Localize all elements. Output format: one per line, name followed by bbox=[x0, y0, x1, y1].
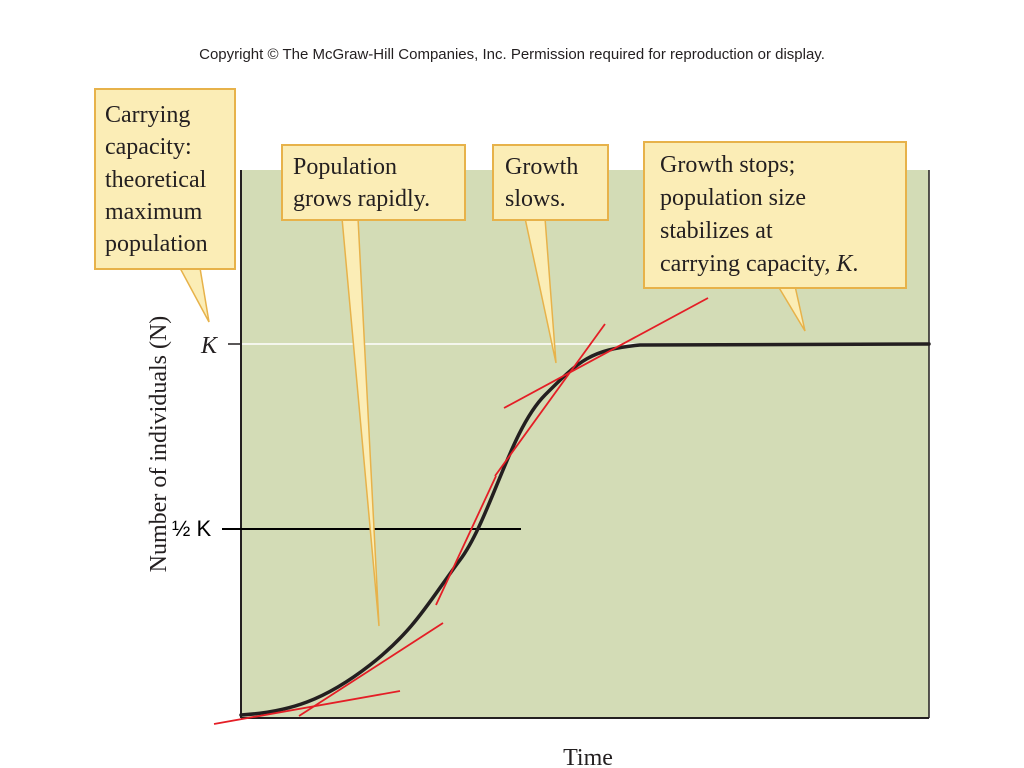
callout-line: slows. bbox=[505, 186, 566, 212]
k-tick-label: K bbox=[200, 333, 219, 359]
y-axis-title: Number of individuals (N) bbox=[146, 316, 172, 573]
callout-line: theoretical bbox=[105, 167, 207, 193]
callout-line: maximum bbox=[105, 199, 203, 225]
half-k-label: ½ K bbox=[172, 516, 211, 541]
callout-line: population size bbox=[660, 185, 806, 211]
callout-grows-rapidly: Population grows rapidly. bbox=[281, 144, 466, 221]
tangent-line-3 bbox=[435, 475, 497, 606]
callout-growth-stops: Growth stops; population size stabilizes… bbox=[643, 141, 907, 289]
callout-pointer-carrying-capacity bbox=[178, 267, 210, 323]
x-axis-title: Time bbox=[563, 745, 613, 768]
tangent-line-4 bbox=[494, 323, 606, 477]
callout-line: Population bbox=[293, 154, 397, 180]
tangent-lines bbox=[213, 297, 709, 725]
callout-line: stabilizes at bbox=[660, 218, 773, 244]
tangent-line-1 bbox=[213, 690, 401, 725]
callout-carrying-capacity: Carrying capacity: theoretical maximum p… bbox=[94, 88, 236, 270]
copyright-notice: Copyright © The McGraw-Hill Companies, I… bbox=[199, 46, 825, 63]
tangent-line-2 bbox=[298, 622, 444, 717]
callout-line: population bbox=[105, 231, 208, 257]
tangent-line-5 bbox=[503, 297, 709, 409]
callout-growth-slows: Growth slows. bbox=[492, 144, 609, 221]
callout-line: carrying capacity, K. bbox=[660, 251, 858, 277]
callout-line: capacity: bbox=[105, 134, 192, 160]
callout-line: Growth stops; bbox=[660, 152, 795, 178]
callout-line: Carrying bbox=[105, 102, 190, 128]
callout-line: Growth bbox=[505, 154, 578, 180]
callout-line: grows rapidly. bbox=[293, 186, 430, 212]
